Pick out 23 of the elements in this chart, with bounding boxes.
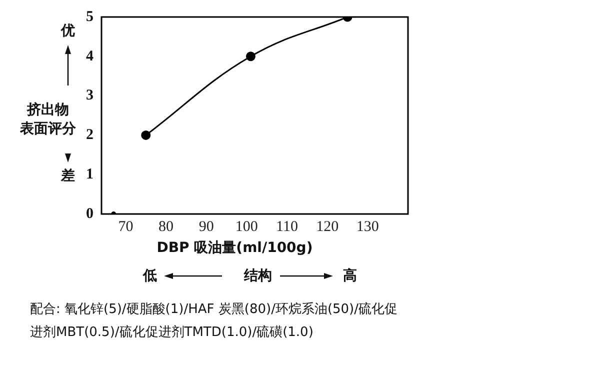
x-tick-label: 120 [316,218,339,235]
y-tick-label: 0 [86,206,94,222]
text: 高 [343,267,357,285]
x-axis-title: DBP 吸油量(ml/100g) [156,239,313,257]
point [246,52,256,62]
y-tick-label: 2 [86,127,94,144]
y-tick-label: 1 [86,166,94,182]
x-tick-label: 110 [276,218,298,235]
text: 结构 [244,267,272,285]
text: 低 [143,267,157,285]
x-tick-label: 90 [198,218,214,235]
y-tick-label: 4 [86,48,94,64]
y-axis-title: 挤出物表面评分 [20,100,76,138]
x-tick-label: 130 [356,218,379,235]
x-tick-label: 70 [118,218,134,235]
point [141,130,151,140]
x-tick-label: 80 [158,218,174,235]
y-tick-label: 5 [86,8,94,25]
x-tick-label: 100 [235,218,258,235]
y-tick-label: 3 [86,88,94,104]
text: 差 [61,167,75,185]
text: 配合: 氧化锌(5)/硬脂酸(1)/HAF 炭黑(80)/环烷系油(50)/硫化促进剂MBT(0.5)/硫化促进剂TMTD(1.0)/硫磺(1.0) [30,301,399,342]
text: 优 [61,22,75,40]
